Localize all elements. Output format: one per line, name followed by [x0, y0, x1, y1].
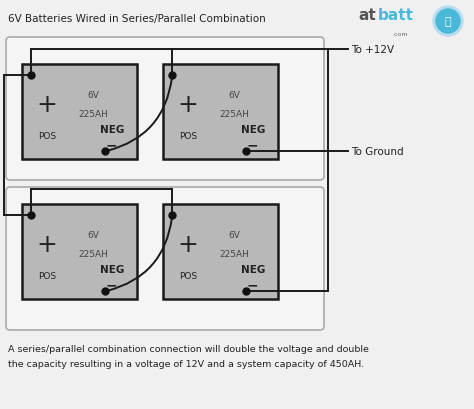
Text: 225AH: 225AH	[219, 110, 249, 119]
Text: batt: batt	[378, 8, 414, 23]
Text: −: −	[247, 138, 258, 153]
Text: +: +	[37, 232, 58, 256]
Text: 225AH: 225AH	[78, 110, 108, 119]
Circle shape	[433, 7, 463, 37]
Text: ⏻: ⏻	[445, 17, 451, 27]
Text: POS: POS	[179, 271, 197, 280]
FancyBboxPatch shape	[22, 204, 137, 299]
Text: 6V: 6V	[228, 91, 240, 100]
Text: −: −	[106, 278, 118, 292]
FancyBboxPatch shape	[6, 38, 324, 180]
Text: +: +	[178, 232, 199, 256]
Text: POS: POS	[38, 271, 56, 280]
FancyBboxPatch shape	[163, 65, 278, 160]
Text: 6V: 6V	[87, 230, 99, 239]
Text: NEG: NEG	[240, 124, 265, 134]
Text: To +12V: To +12V	[351, 45, 394, 55]
Text: 6V: 6V	[87, 91, 99, 100]
Text: −: −	[247, 278, 258, 292]
Text: 225AH: 225AH	[219, 249, 249, 258]
Text: To Ground: To Ground	[351, 147, 404, 157]
Text: +: +	[37, 93, 58, 117]
FancyBboxPatch shape	[163, 204, 278, 299]
Text: +: +	[178, 93, 199, 117]
Text: 6V Batteries Wired in Series/Parallel Combination: 6V Batteries Wired in Series/Parallel Co…	[8, 14, 266, 24]
Circle shape	[436, 10, 460, 34]
Text: 225AH: 225AH	[78, 249, 108, 258]
Text: NEG: NEG	[100, 264, 124, 274]
Text: POS: POS	[38, 131, 56, 140]
Text: POS: POS	[179, 131, 197, 140]
Text: .com: .com	[392, 32, 408, 37]
Text: NEG: NEG	[240, 264, 265, 274]
FancyBboxPatch shape	[22, 65, 137, 160]
Text: −: −	[106, 138, 118, 153]
Text: at: at	[358, 8, 376, 23]
FancyBboxPatch shape	[6, 188, 324, 330]
Text: NEG: NEG	[100, 124, 124, 134]
Text: 6V: 6V	[228, 230, 240, 239]
Text: A series/parallel combination connection will double the voltage and double: A series/parallel combination connection…	[8, 344, 369, 353]
Text: the capacity resulting in a voltage of 12V and a system capacity of 450AH.: the capacity resulting in a voltage of 1…	[8, 359, 364, 368]
